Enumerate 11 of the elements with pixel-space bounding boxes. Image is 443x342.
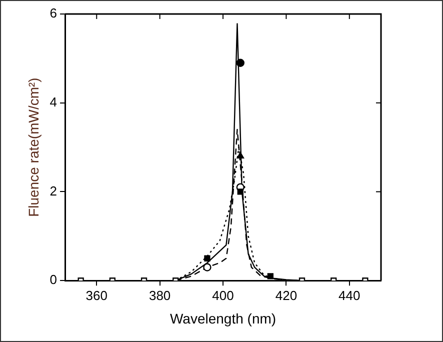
x-tick-label: 400 [212, 288, 234, 303]
x-tick-label: 420 [275, 288, 298, 303]
y-tick-label: 4 [50, 94, 58, 110]
y-tick-label: 0 [50, 272, 58, 288]
y-tick-label: 2 [50, 183, 58, 198]
y-tick-label: 6 [50, 6, 58, 21]
x-axis-title: Wavelength (nm) [170, 310, 276, 326]
y-axis-title: Fluence rate(mW/cm²) [25, 78, 42, 217]
x-tick-label: 360 [86, 288, 108, 303]
x-tick-label: 440 [338, 288, 360, 303]
x-tick-label: 380 [148, 288, 171, 303]
